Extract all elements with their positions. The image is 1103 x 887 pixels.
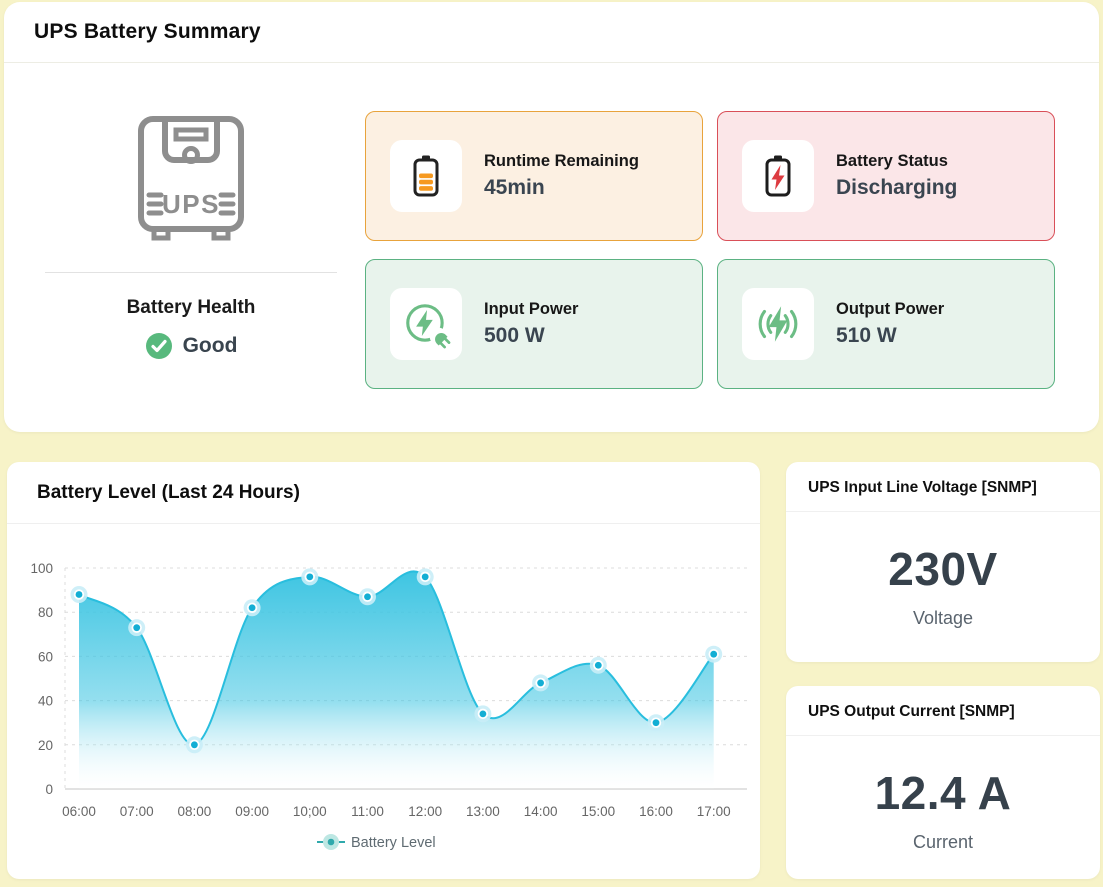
svg-text:17:00: 17:00: [697, 804, 731, 819]
ups-battery-summary-card: UPS Battery Summary UPS: [4, 2, 1099, 432]
svg-text:15:00: 15:00: [581, 804, 615, 819]
ups-device-icon: UPS: [138, 116, 244, 241]
input-voltage-label: Voltage: [912, 608, 974, 628]
output-current-label: Current: [912, 832, 974, 852]
battery-discharge-icon: [765, 155, 791, 197]
battery-health-status: Good: [182, 334, 238, 357]
output-power-value: 510 W: [836, 324, 897, 347]
summary-body: UPS Battery Health Good: [4, 63, 1099, 430]
svg-text:Battery Level: Battery Level: [351, 835, 436, 851]
battery-status-card: Battery Status Discharging: [717, 111, 1055, 241]
check-circle-icon: [145, 333, 172, 359]
output-current-card: UPS Output Current [SNMP] 12.4 A Current: [786, 686, 1100, 879]
svg-text:80: 80: [38, 605, 53, 620]
runtime-label: Runtime Remaining: [484, 152, 639, 170]
svg-text:100: 100: [30, 561, 53, 576]
svg-text:16:00: 16:00: [639, 804, 673, 819]
battery-status-icon-box: [742, 140, 814, 212]
runtime-remaining-card: Runtime Remaining 45min: [365, 111, 703, 241]
input-power-label: Input Power: [484, 300, 579, 318]
svg-text:40: 40: [38, 694, 53, 709]
battery-status-text: Battery Status Discharging: [836, 152, 957, 200]
summary-header: UPS Battery Summary: [4, 2, 1099, 63]
legend-item-battery-level[interactable]: Battery Level: [317, 834, 436, 851]
svg-text:10;00: 10;00: [293, 804, 327, 819]
svg-text:60: 60: [38, 649, 53, 664]
input-voltage-title: UPS Input Line Voltage [SNMP]: [786, 462, 1100, 512]
power-output-icon: [758, 306, 798, 342]
svg-text:12:00: 12:00: [408, 804, 442, 819]
svg-text:0: 0: [45, 782, 53, 797]
chart-header: Battery Level (Last 24 Hours): [7, 462, 760, 524]
battery-level-chart-card: Battery Level (Last 24 Hours) 0 20 40 60 80 1…: [7, 462, 760, 879]
svg-text:09:00: 09:00: [235, 804, 269, 819]
input-power-icon-box: [390, 288, 462, 360]
output-power-label: Output Power: [836, 300, 945, 318]
output-current-title: UPS Output Current [SNMP]: [786, 686, 1100, 736]
page-title: UPS Battery Summary: [34, 20, 261, 43]
battery-status-label: Battery Status: [836, 152, 948, 170]
svg-text:11:00: 11:00: [351, 804, 384, 819]
device-divider: [45, 272, 337, 273]
svg-text:20: 20: [38, 738, 53, 753]
input-power-text: Input Power 500 W: [484, 300, 578, 348]
input-power-value: 500 W: [484, 324, 545, 347]
stats-grid: Runtime Remaining 45min Battery Status D…: [365, 111, 1055, 389]
battery-level-chart: 0 20 40 60 80 100 06:00 07:00 08:00 09:00 10;00 11:…: [30, 561, 747, 851]
battery-status-value: Discharging: [836, 176, 958, 199]
output-power-icon-box: [742, 288, 814, 360]
output-power-card: Output Power 510 W: [717, 259, 1055, 389]
input-power-card: Input Power 500 W: [365, 259, 703, 389]
power-input-icon: [406, 304, 451, 349]
svg-text:13:00: 13:00: [466, 804, 500, 819]
battery-charge-icon: [413, 155, 439, 197]
svg-text:06:00: 06:00: [62, 804, 96, 819]
output-power-text: Output Power 510 W: [836, 300, 944, 348]
battery-health-label: Battery Health: [126, 297, 256, 318]
runtime-value: 45min: [484, 176, 545, 199]
svg-text:07:00: 07:00: [120, 804, 154, 819]
input-voltage-card: UPS Input Line Voltage [SNMP] 230V Volta…: [786, 462, 1100, 662]
runtime-text: Runtime Remaining 45min: [484, 152, 639, 200]
chart-data-points: [70, 568, 723, 754]
chart-title: Battery Level (Last 24 Hours): [37, 481, 300, 503]
battery-health-badge: Good: [45, 332, 337, 360]
device-panel: UPS Battery Health Good: [45, 63, 337, 360]
svg-text:14:00: 14:00: [524, 804, 558, 819]
input-voltage-value: 230V: [888, 543, 998, 595]
runtime-icon-box: [390, 140, 462, 212]
output-current-value: 12.4 A: [874, 767, 1012, 819]
svg-text:08:00: 08:00: [178, 804, 212, 819]
ups-device-label: UPS: [162, 189, 220, 219]
